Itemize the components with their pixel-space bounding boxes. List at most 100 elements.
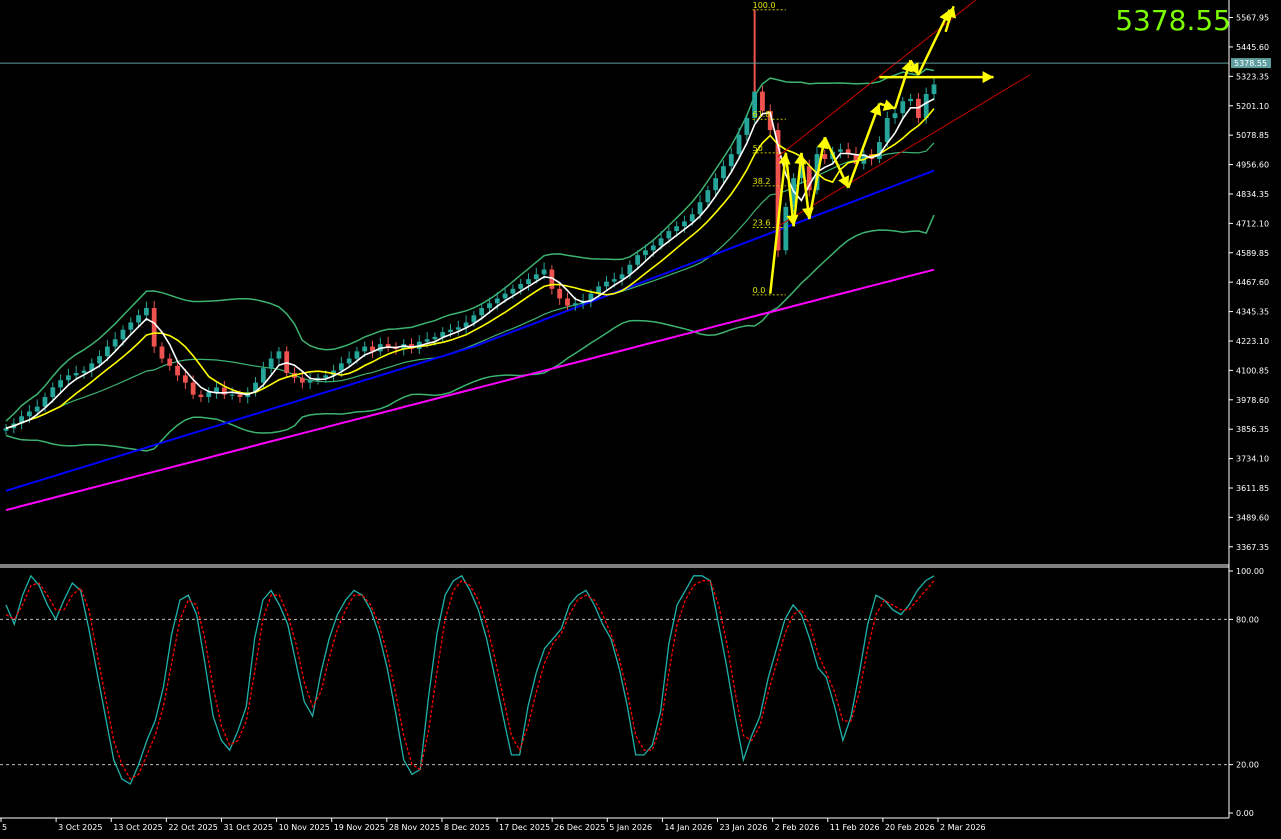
moving-average-long — [5, 268, 935, 512]
candle-body — [136, 315, 141, 323]
candle-body — [448, 329, 453, 333]
candle-body — [455, 327, 461, 330]
candle-body — [268, 358, 274, 369]
current-price-badge — [1231, 58, 1271, 69]
candle-body — [775, 130, 781, 251]
candle-body — [510, 288, 516, 294]
candle-body — [588, 293, 594, 301]
candle-body — [635, 255, 641, 265]
candle-body — [853, 154, 859, 164]
candle-body — [128, 322, 134, 330]
candle-body — [112, 339, 118, 347]
candle-body — [26, 411, 32, 417]
candle-body — [362, 346, 368, 352]
wave-arrow — [917, 9, 951, 76]
candle-body — [214, 387, 219, 393]
candle-body — [3, 428, 9, 431]
candle-body — [19, 416, 24, 424]
fibonacci-level-label: 38.2 — [753, 177, 771, 186]
wave-arrow-head — [907, 62, 919, 75]
candle-body — [65, 375, 71, 381]
candle-body — [385, 344, 391, 347]
candle-body — [799, 166, 804, 179]
target-arrow-head — [982, 71, 994, 84]
candle-body — [541, 269, 547, 275]
price-tick-label: 5078.85 — [1236, 131, 1269, 140]
candle-body — [42, 397, 48, 407]
candle-body — [346, 358, 352, 364]
wave-arrow — [807, 137, 827, 220]
candle-body — [518, 284, 524, 289]
date-tick-label: 5 Jan 2026 — [609, 823, 652, 832]
date-tick-label: 2 Mar 2026 — [940, 823, 986, 832]
date-tick-label: 13 Oct 2025 — [113, 823, 162, 832]
price-tick-label: 4467.60 — [1236, 278, 1269, 287]
date-tick-label: 2 Feb 2026 — [775, 823, 820, 832]
candle-body — [502, 293, 508, 299]
candle-body — [877, 142, 882, 159]
candle-body — [494, 298, 500, 304]
wave-arrow — [800, 152, 811, 220]
price-tick-label: 3489.60 — [1236, 513, 1269, 522]
current-price-readout: 5378.55 — [1115, 4, 1231, 37]
fibonacci-level-label: 100.0 — [753, 1, 776, 10]
candle-body — [884, 118, 890, 143]
price-tick-label: 4589.85 — [1236, 249, 1269, 258]
price-tick-label: 5567.95 — [1236, 14, 1269, 23]
moving-average-mid — [5, 108, 935, 430]
fibonacci-level-label: 0.0 — [753, 286, 766, 295]
candle-body — [424, 339, 430, 342]
candle-body — [565, 298, 570, 306]
price-tick-label: 4834.35 — [1236, 190, 1269, 199]
stochastic-tick-label: 100.00 — [1236, 567, 1264, 576]
candle-body — [190, 382, 196, 395]
candle-body — [253, 382, 258, 393]
candle-body — [643, 250, 648, 256]
date-tick-label: 22 Oct 2025 — [168, 823, 217, 832]
stochastic-main-line — [5, 574, 935, 785]
candle-body — [689, 214, 695, 222]
candle-body — [81, 370, 87, 373]
date-tick-label: 11 Feb 2026 — [830, 823, 880, 832]
candle-body — [182, 375, 188, 383]
candle-body — [229, 394, 235, 396]
wave-arrow-head — [882, 99, 896, 111]
bollinger-upper-band — [5, 68, 935, 422]
candle-body — [143, 308, 149, 316]
date-tick-label: 23 Jan 2026 — [720, 823, 768, 832]
date-tick-label: 10 Nov 2025 — [279, 823, 330, 832]
stochastic-tick-label: 0.00 — [1236, 809, 1254, 818]
price-tick-label: 4100.85 — [1236, 366, 1269, 375]
price-tick-label: 3611.85 — [1236, 484, 1269, 493]
candle-body — [58, 380, 63, 388]
candle-body — [760, 91, 765, 111]
stochastic-tick-label: 20.00 — [1236, 761, 1259, 770]
price-tick-label: 4223.10 — [1236, 337, 1269, 346]
stochastic-pane[interactable] — [0, 574, 1229, 785]
candle-body — [619, 274, 625, 280]
price-tick-label: 4345.35 — [1236, 308, 1269, 317]
candle-body — [471, 315, 477, 323]
price-tick-label: 3367.35 — [1236, 543, 1269, 552]
wave-arrow — [792, 152, 803, 227]
candle-body — [908, 98, 914, 102]
candle-body — [721, 166, 726, 179]
date-tick-label: 26 Dec 2025 — [554, 823, 605, 832]
candle-body — [206, 392, 212, 398]
date-tick-label: 17 Dec 2025 — [499, 823, 550, 832]
candle-body — [682, 221, 687, 227]
candle-body — [221, 387, 227, 395]
candle-body — [572, 303, 578, 306]
price-tick-label: 3856.35 — [1236, 425, 1269, 434]
candle-body — [338, 363, 344, 371]
candle-body — [34, 406, 40, 412]
current-price-badge-label: 5378.55 — [1234, 59, 1267, 68]
candle-body — [705, 190, 711, 203]
candle-body — [596, 286, 602, 294]
candle-body — [822, 154, 828, 159]
candle-body — [736, 134, 742, 155]
candle-body — [323, 375, 329, 378]
